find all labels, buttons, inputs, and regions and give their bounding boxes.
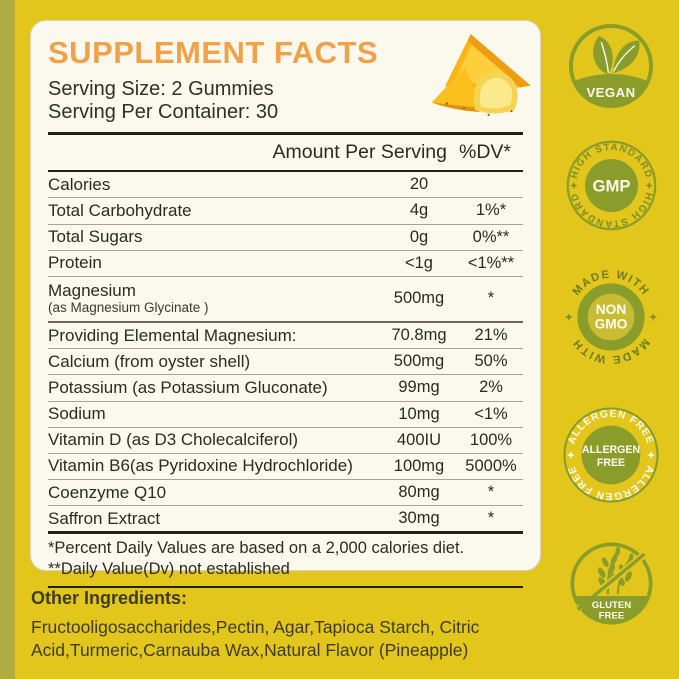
panel-title: SUPPLEMENT FACTS: [48, 35, 379, 70]
leaf-icon: [593, 36, 640, 75]
pineapple-image: [431, 34, 531, 117]
row-amount: 99mg: [398, 378, 440, 397]
badge-inner-disc: [584, 158, 639, 213]
row-amount: <1g: [405, 253, 433, 272]
table-row: Vitamin D (as D3 Cholecalciferol) 400IU …: [48, 428, 523, 454]
row-label: Sodium: [48, 404, 106, 424]
allergen-free-badge: ALLERGEN FREE ALLERGEN FREE ALLERGEN FRE…: [563, 407, 659, 503]
row-label: Magnesium: [48, 281, 136, 301]
row-amount: 100mg: [393, 456, 445, 475]
badge-bottom-band: [573, 73, 649, 107]
row-dv: *: [487, 483, 495, 502]
table-row: Coenzyme Q10 80mg *: [48, 480, 523, 507]
row-label: Calories: [48, 174, 111, 194]
table-row: Calcium (from oyster shell) 500mg 50%: [48, 349, 523, 376]
table-header: Amount Per Serving %DV*: [48, 135, 523, 173]
row-amount: 10mg: [398, 404, 440, 423]
badge-ring: [566, 140, 657, 231]
row-label: Protein: [48, 253, 102, 273]
badge-ring: [570, 542, 653, 625]
gmp-badge: HIGH STANDARD HIGH STANDARD GMP: [566, 140, 657, 231]
vegan-label: VEGAN: [586, 85, 635, 100]
table-row: Protein <1g <1%**: [48, 251, 523, 277]
star-icon: [649, 313, 658, 321]
table-row: Total Sugars 0g 0%**: [48, 225, 523, 251]
badge-ring: [563, 407, 659, 503]
other-ingredients-text: Fructooligosaccharides,Pectin, Agar,Tapi…: [31, 617, 480, 661]
badge-ring-thick: [577, 283, 645, 351]
badge-inner-disc: [581, 425, 641, 485]
star-icon: [569, 181, 578, 190]
star-icon: [645, 181, 654, 190]
row-dv: 50%: [474, 352, 508, 371]
row-label: Potassium (as Potassium Gluconate): [48, 377, 328, 397]
nongmo-label-line1: NON: [596, 302, 627, 317]
gluten-label-line1: GLUTEN: [592, 600, 632, 611]
row-sublabel: (as Magnesium Glycinate ): [48, 299, 209, 315]
row-amount: 30mg: [398, 509, 440, 528]
star-icon: [647, 451, 656, 459]
row-amount: 500mg: [393, 289, 445, 308]
row-dv: 100%: [469, 430, 513, 449]
row-dv: 5000%: [465, 456, 517, 475]
row-amount: 4g: [409, 201, 429, 220]
row-amount: 0g: [409, 227, 429, 246]
serving-info: Serving Size: 2 Gummies Serving Per Cont…: [48, 78, 523, 123]
vegan-badge: VEGAN: [568, 23, 654, 109]
table-row: Sodium 10mg <1%: [48, 402, 523, 428]
row-amount: 400IU: [396, 430, 442, 449]
footnote-dv-not-established: **Daily Value(Dv) not established: [48, 560, 290, 579]
nongmo-label-line2: GMO: [595, 316, 628, 331]
badge-bottom-band: [574, 595, 649, 623]
row-dv: 0%**: [472, 227, 510, 246]
gluten-free-badge: GLUTEN FREE: [570, 542, 653, 625]
star-icon: [566, 451, 575, 459]
row-label: Total Sugars: [48, 227, 143, 247]
row-amount: 80mg: [398, 483, 440, 502]
table-row: Saffron Extract 30mg *: [48, 506, 523, 531]
table-row: Total Carbohydrate 4g 1%*: [48, 198, 523, 225]
row-dv: 2%: [479, 378, 503, 397]
allergen-label-line1: ALLERGEN: [582, 444, 640, 456]
row-dv: <1%: [474, 404, 508, 423]
serving-per-container: Serving Per Container: 30: [48, 100, 279, 123]
row-label: Vitamin B6(as Pyridoxine Hydrochloride): [48, 456, 353, 476]
row-label: Calcium (from oyster shell): [48, 351, 251, 371]
row-label: Saffron Extract: [48, 508, 161, 528]
table-row: Calories 20: [48, 172, 523, 199]
row-label: Providing Elemental Magnesium:: [48, 325, 297, 345]
row-dv: 1%*: [475, 201, 507, 220]
serving-size: Serving Size: 2 Gummies: [48, 78, 274, 100]
badge-ring: [568, 23, 654, 109]
row-dv: 21%: [474, 326, 508, 345]
row-dv: <1%**: [467, 253, 515, 272]
gmp-label: GMP: [592, 177, 630, 196]
other-ingredients-section: Other Ingredients: Fructooligosaccharide…: [31, 588, 539, 662]
row-label: Coenzyme Q10: [48, 482, 167, 502]
row-label: Vitamin D (as D3 Cholecalciferol): [48, 430, 299, 450]
column-header-amount: Amount Per Serving: [272, 141, 447, 164]
facts-table: Amount Per Serving %DV* Calories 20 Tota…: [48, 132, 523, 588]
row-dv: *: [487, 509, 495, 528]
table-row: Vitamin B6(as Pyridoxine Hydrochloride) …: [48, 454, 523, 481]
footnote-daily-values: *Percent Daily Values are based on a 2,0…: [48, 539, 465, 558]
gluten-label-line2: FREE: [599, 611, 625, 622]
supplement-facts-panel: SUPPLEMENT FACTS Serving Size: 2 Gummies…: [30, 20, 541, 588]
row-amount: 20: [409, 175, 429, 194]
non-gmo-badge: MADE WITH MADE WITH NON GMO: [564, 269, 658, 365]
left-edge-stripe: [0, 0, 15, 679]
row-dv: *: [487, 289, 495, 308]
table-row: Potassium (as Potassium Gluconate) 99mg …: [48, 375, 523, 402]
row-amount: 500mg: [393, 352, 445, 371]
footnotes: *Percent Daily Values are based on a 2,0…: [48, 531, 523, 588]
row-amount: 70.8mg: [391, 326, 447, 345]
other-ingredients-heading: Other Ingredients:: [31, 588, 188, 608]
table-row: Providing Elemental Magnesium: 70.8mg 21…: [48, 323, 523, 350]
column-header-dv: %DV*: [458, 141, 512, 164]
table-row: Magnesium (as Magnesium Glycinate ) 500m…: [48, 277, 523, 323]
allergen-label-line2: FREE: [597, 457, 625, 469]
star-icon: [564, 313, 573, 321]
row-label: Total Carbohydrate: [48, 200, 192, 220]
